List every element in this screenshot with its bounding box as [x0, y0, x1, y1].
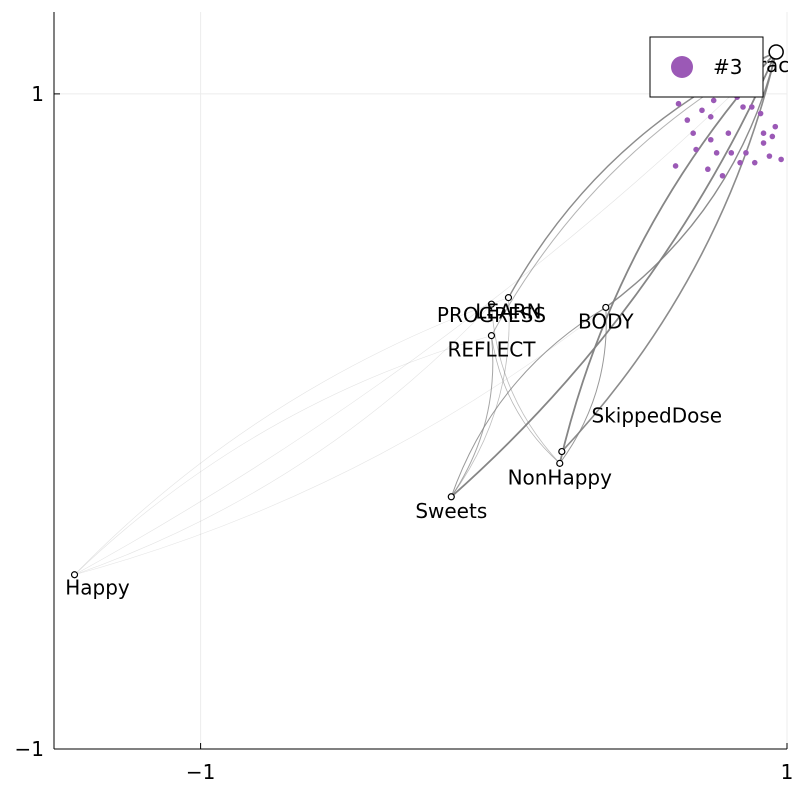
x-tick-label: 1: [781, 760, 794, 784]
node-Sweets: [447, 493, 455, 501]
scatter-point: [675, 100, 682, 107]
edge-REFLECT-Sweets: [450, 335, 494, 498]
scatter-point: [725, 130, 732, 136]
node-label-Sweets: Sweets: [415, 499, 487, 523]
edge-REFLECT-NonHappy: [491, 335, 561, 464]
legend-label: #3: [713, 55, 742, 79]
scatter-point: [751, 159, 758, 166]
edge-Happy-REFLECT: [74, 335, 492, 575]
node-PROGRESS: [487, 300, 496, 308]
y-tick-label: 1: [31, 82, 44, 106]
edge-PROGRESS-NonHappy: [491, 304, 561, 464]
edge-Happy-BODY: [74, 307, 606, 576]
node-Happy: [70, 571, 79, 579]
scatter-point: [728, 150, 735, 156]
edge-Happy-PROGRESS: [74, 303, 492, 576]
node-REFLECT: [487, 332, 496, 340]
node-LEARN: [504, 294, 513, 302]
edge-LEARN-Sweets: [450, 297, 510, 498]
node-label-REFLECT: REFLECT: [447, 338, 536, 362]
scatter-point: [710, 97, 717, 104]
scatter-point: [760, 140, 767, 146]
node-NonHappy: [556, 459, 564, 467]
scatter-point: [766, 153, 773, 159]
scatter-point: [707, 136, 714, 143]
edge-BODY-Sweets: [450, 307, 607, 497]
x-tick-label: −1: [186, 760, 215, 784]
scatter-point: [749, 104, 755, 110]
labels-group: DoseTracLEARNPROGRESSBODYREFLECTSkippedD…: [65, 53, 789, 600]
scatter-point: [713, 150, 720, 156]
edge-BODY-DoseTracking: [605, 51, 777, 309]
scatter-point: [737, 159, 743, 166]
edge-NonHappy-DoseTracking: [558, 51, 777, 464]
y-tick-label: −1: [15, 737, 44, 761]
edge-Happy-DoseTracking: [74, 51, 777, 576]
node-label-PROGRESS: PROGRESS: [437, 303, 546, 327]
legend-box: [649, 36, 764, 98]
node-label-SkippedDose: SkippedDose: [592, 404, 723, 428]
edges-group: [74, 51, 777, 576]
node-label-Happy: Happy: [65, 576, 130, 600]
node-DoseTracking: [768, 44, 784, 60]
node-label-LEARN: LEARN: [475, 300, 541, 324]
scatter-point: [719, 172, 726, 179]
node-label-BODY: BODY: [578, 309, 634, 333]
edge-BODY-NonHappy: [559, 307, 607, 464]
node-BODY: [602, 303, 610, 312]
edge-Sweets-DoseTracking: [450, 51, 777, 498]
node-SkippedDose: [558, 447, 566, 456]
legend-marker: [671, 56, 693, 78]
scatter-point: [699, 107, 705, 114]
scatter-point: [705, 166, 711, 173]
grid-group: [54, 12, 788, 750]
node-label-NonHappy: NonHappy: [508, 465, 613, 489]
scatter-point: [772, 123, 779, 130]
scatter-point: [769, 133, 776, 140]
scatter-point: [740, 104, 746, 110]
scatter-point: [684, 117, 691, 123]
legend: #3: [649, 36, 764, 98]
scatter-point: [778, 156, 784, 163]
scatter-point: [757, 110, 764, 117]
scatter-point: [760, 130, 767, 136]
scatter-point: [707, 114, 714, 120]
scatter-point: [743, 150, 749, 156]
scatter-group: [672, 91, 784, 179]
scatter-point: [693, 146, 699, 153]
edge-Happy-LEARN: [74, 297, 509, 575]
scatter-point: [672, 163, 679, 169]
scatter-point: [690, 130, 696, 136]
axes-group: −1 1 −1 1: [15, 12, 794, 784]
nodes-group: [70, 44, 784, 579]
